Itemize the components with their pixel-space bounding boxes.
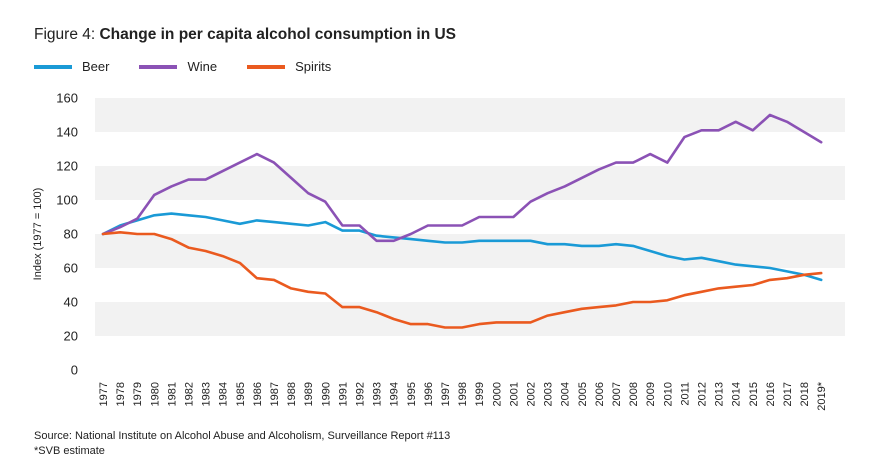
x-tick-label: 2013 <box>714 382 726 406</box>
x-tick-label: 2006 <box>594 382 606 406</box>
grid-band <box>95 98 845 132</box>
x-tick-label: 2007 <box>611 382 623 406</box>
x-tick-label: 1978 <box>115 382 127 406</box>
legend-label-spirits: Spirits <box>295 59 332 74</box>
y-tick-label: 60 <box>64 261 78 276</box>
x-tick-label: 2001 <box>508 382 520 406</box>
legend-label-wine: Wine <box>187 59 218 74</box>
x-tick-label: 2005 <box>577 382 589 406</box>
y-tick-label: 0 <box>71 363 78 378</box>
legend-item-beer: Beer <box>34 59 109 74</box>
x-tick-label: 2009 <box>645 382 657 406</box>
x-tick-label: 1994 <box>389 382 401 406</box>
series-line-wine <box>101 113 823 243</box>
series-line-beer <box>101 212 823 282</box>
x-tick-label: 1990 <box>320 382 332 406</box>
x-tick-label: 1996 <box>423 382 435 406</box>
grid-band <box>95 166 845 200</box>
x-tick-label: 1987 <box>269 382 281 406</box>
source-text: Source: National Institute on Alcohol Ab… <box>34 430 451 442</box>
x-tick-label: 2018 <box>799 382 811 406</box>
y-tick-label: 120 <box>56 159 78 174</box>
x-tick-label: 1980 <box>149 382 161 406</box>
y-tick-label: 140 <box>56 125 78 140</box>
y-tick-label: 80 <box>64 227 78 242</box>
x-tick-label: 2004 <box>560 382 572 406</box>
x-tick-label: 2017 <box>782 382 794 406</box>
x-tick-label: 1981 <box>166 382 178 406</box>
legend: Beer Wine Spirits <box>34 59 361 74</box>
x-tick-label: 1983 <box>201 382 213 406</box>
x-tick-label: 1992 <box>355 382 367 406</box>
series-line-spirits <box>101 231 823 329</box>
x-tick-label: 2012 <box>697 382 709 406</box>
x-tick-label: 2016 <box>765 382 777 406</box>
legend-item-wine: Wine <box>139 59 217 74</box>
y-axis-label: Index (1977 = 100) <box>32 188 44 281</box>
y-tick-label: 160 <box>56 91 78 106</box>
legend-swatch-wine <box>139 64 178 69</box>
x-tick-label: 1977 <box>98 382 110 406</box>
legend-swatch-beer <box>34 64 72 69</box>
estimate-footnote: *SVB estimate <box>34 445 105 457</box>
y-tick-label: 40 <box>64 295 78 310</box>
grid-band <box>95 302 845 336</box>
x-tick-label: 2003 <box>543 382 555 406</box>
x-tick-label: 1999 <box>474 382 486 406</box>
legend-label-beer: Beer <box>82 59 110 74</box>
x-tick-label: 1984 <box>218 382 230 406</box>
x-tick-label: 2000 <box>491 382 503 406</box>
chart-title-text: Change in per capita alcohol consumption… <box>99 26 457 43</box>
y-tick-label: 100 <box>56 193 78 208</box>
x-tick-label: 2008 <box>628 382 640 406</box>
x-tick-label: 1991 <box>337 382 349 406</box>
source-note: Source: National Institute on Alcohol Ab… <box>34 429 450 459</box>
x-tick-label: 2002 <box>526 382 538 406</box>
x-tick-label: 1979 <box>132 382 144 406</box>
figure-number: Figure 4: <box>34 26 100 43</box>
x-tick-label: 1997 <box>440 382 452 406</box>
x-tick-label: 1982 <box>184 382 196 406</box>
x-tick-label: 2019* <box>816 381 828 410</box>
x-tick-label: 1989 <box>303 382 315 406</box>
legend-swatch-spirits <box>247 64 286 69</box>
chart-title: Figure 4: Change in per capita alcohol c… <box>34 26 456 44</box>
x-tick-label: 1985 <box>235 382 247 406</box>
x-tick-label: 2015 <box>748 382 760 406</box>
x-tick-label: 2014 <box>731 382 743 406</box>
x-tick-label: 1988 <box>286 382 298 406</box>
x-tick-label: 1995 <box>406 382 418 406</box>
x-tick-label: 2010 <box>662 382 674 406</box>
x-tick-label: 2011 <box>679 382 691 406</box>
x-tick-label: 1986 <box>252 382 264 406</box>
y-tick-label: 20 <box>64 329 78 344</box>
x-tick-label: 1993 <box>372 382 384 406</box>
legend-item-spirits: Spirits <box>247 59 331 74</box>
x-tick-label: 1998 <box>457 382 469 406</box>
